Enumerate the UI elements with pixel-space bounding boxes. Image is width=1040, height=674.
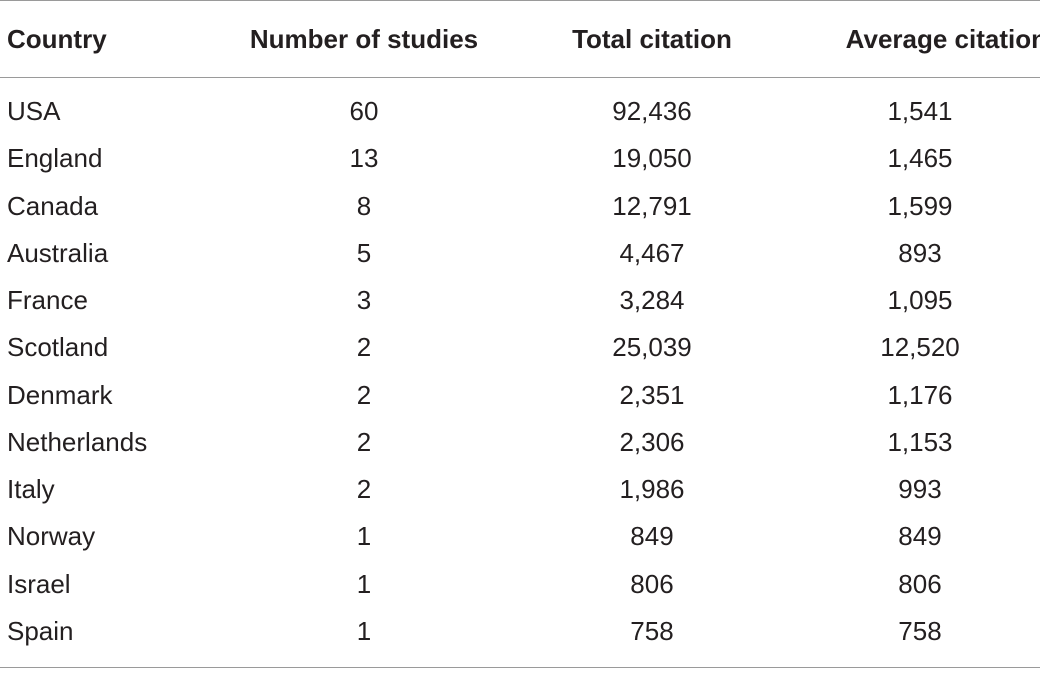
cell-number-of-studies: 2 <box>356 474 372 504</box>
cell-number-of-studies: 13 <box>349 143 379 174</box>
header-number-of-studies: Number of studies <box>249 24 479 54</box>
cell-number-of-studies: 3 <box>356 285 372 315</box>
cell-country: Netherlands <box>7 426 148 457</box>
header-average-citation: Average citation <box>845 24 1040 54</box>
cell-country: USA <box>7 96 61 126</box>
cell-average-citation: 1,599 <box>887 190 953 221</box>
cell-total-citation: 2,306 <box>619 426 685 457</box>
header-row: Country Number of studies Total citation… <box>0 0 1040 78</box>
table-row: USA 60 92,436 1,541 <box>0 78 1040 135</box>
cell-number-of-studies: 5 <box>356 237 372 268</box>
cell-average-citation: 806 <box>898 568 942 599</box>
table-row: Canada 8 12,791 1,599 <box>0 183 1040 230</box>
cell-average-citation: 1,095 <box>887 285 953 315</box>
cell-average-citation: 1,465 <box>887 143 953 174</box>
table-body: USA 60 92,436 1,541 England 13 19,050 1,465 Cana… <box>0 78 1040 655</box>
table-row: Spain 1 758 758 <box>0 608 1040 655</box>
cell-country: England <box>7 143 103 174</box>
table-row: Norway 1 849 849 <box>0 513 1040 560</box>
cell-country: Denmark <box>7 379 113 410</box>
cell-number-of-studies: 2 <box>356 332 372 363</box>
header-total-citation: Total citation <box>572 24 732 54</box>
cell-number-of-studies: 60 <box>349 96 379 126</box>
table-header-rule <box>0 77 1040 78</box>
cell-total-citation: 2,351 <box>619 379 685 410</box>
cell-country: Italy <box>7 474 55 504</box>
table-top-rule <box>0 0 1040 1</box>
cell-number-of-studies: 2 <box>356 426 372 457</box>
country-citation-table: Country Number of studies Total citation… <box>0 0 1040 655</box>
cell-country: Norway <box>7 521 96 552</box>
table-row: Australia 5 4,467 893 <box>0 230 1040 277</box>
table-header: Country Number of studies Total citation… <box>0 0 1040 78</box>
table-row: Israel 1 806 806 <box>0 561 1040 608</box>
cell-country: Australia <box>7 237 109 268</box>
cell-average-citation: 849 <box>898 521 942 552</box>
cell-total-citation: 92,436 <box>612 96 692 126</box>
table-row: Netherlands 2 2,306 1,153 <box>0 419 1040 466</box>
cell-total-citation: 758 <box>630 615 674 646</box>
cell-average-citation: 1,176 <box>887 379 953 410</box>
cell-country: Israel <box>7 568 71 599</box>
cell-average-citation: 12,520 <box>880 332 960 363</box>
cell-total-citation: 849 <box>630 521 674 552</box>
table-row: Italy 2 1,986 993 <box>0 466 1040 513</box>
cell-country: Scotland <box>7 332 109 363</box>
table-row: Scotland 2 25,039 12,520 <box>0 324 1040 371</box>
cell-country: Spain <box>7 615 74 646</box>
table-row: France 3 3,284 1,095 <box>0 277 1040 324</box>
cell-average-citation: 1,153 <box>887 426 953 457</box>
cell-average-citation: 1,541 <box>887 96 953 126</box>
cell-number-of-studies: 8 <box>356 190 372 221</box>
cell-total-citation: 3,284 <box>619 285 685 315</box>
header-country: Country <box>7 24 107 54</box>
cell-total-citation: 19,050 <box>612 143 692 174</box>
cell-total-citation: 806 <box>630 568 674 599</box>
cell-average-citation: 893 <box>898 237 942 268</box>
cell-total-citation: 4,467 <box>619 237 685 268</box>
cell-average-citation: 993 <box>898 474 942 504</box>
cell-total-citation: 12,791 <box>612 190 692 221</box>
cell-number-of-studies: 1 <box>356 615 372 646</box>
cell-total-citation: 25,039 <box>612 332 692 363</box>
table-bottom-rule <box>0 667 1040 668</box>
cell-average-citation: 758 <box>898 615 942 646</box>
cell-number-of-studies: 1 <box>356 521 372 552</box>
cell-country: Canada <box>7 190 99 221</box>
cell-number-of-studies: 2 <box>356 379 372 410</box>
cell-country: France <box>7 285 88 315</box>
cell-total-citation: 1,986 <box>619 474 685 504</box>
table-row: England 13 19,050 1,465 <box>0 135 1040 182</box>
cell-number-of-studies: 1 <box>356 568 372 599</box>
table-row: Denmark 2 2,351 1,176 <box>0 372 1040 419</box>
